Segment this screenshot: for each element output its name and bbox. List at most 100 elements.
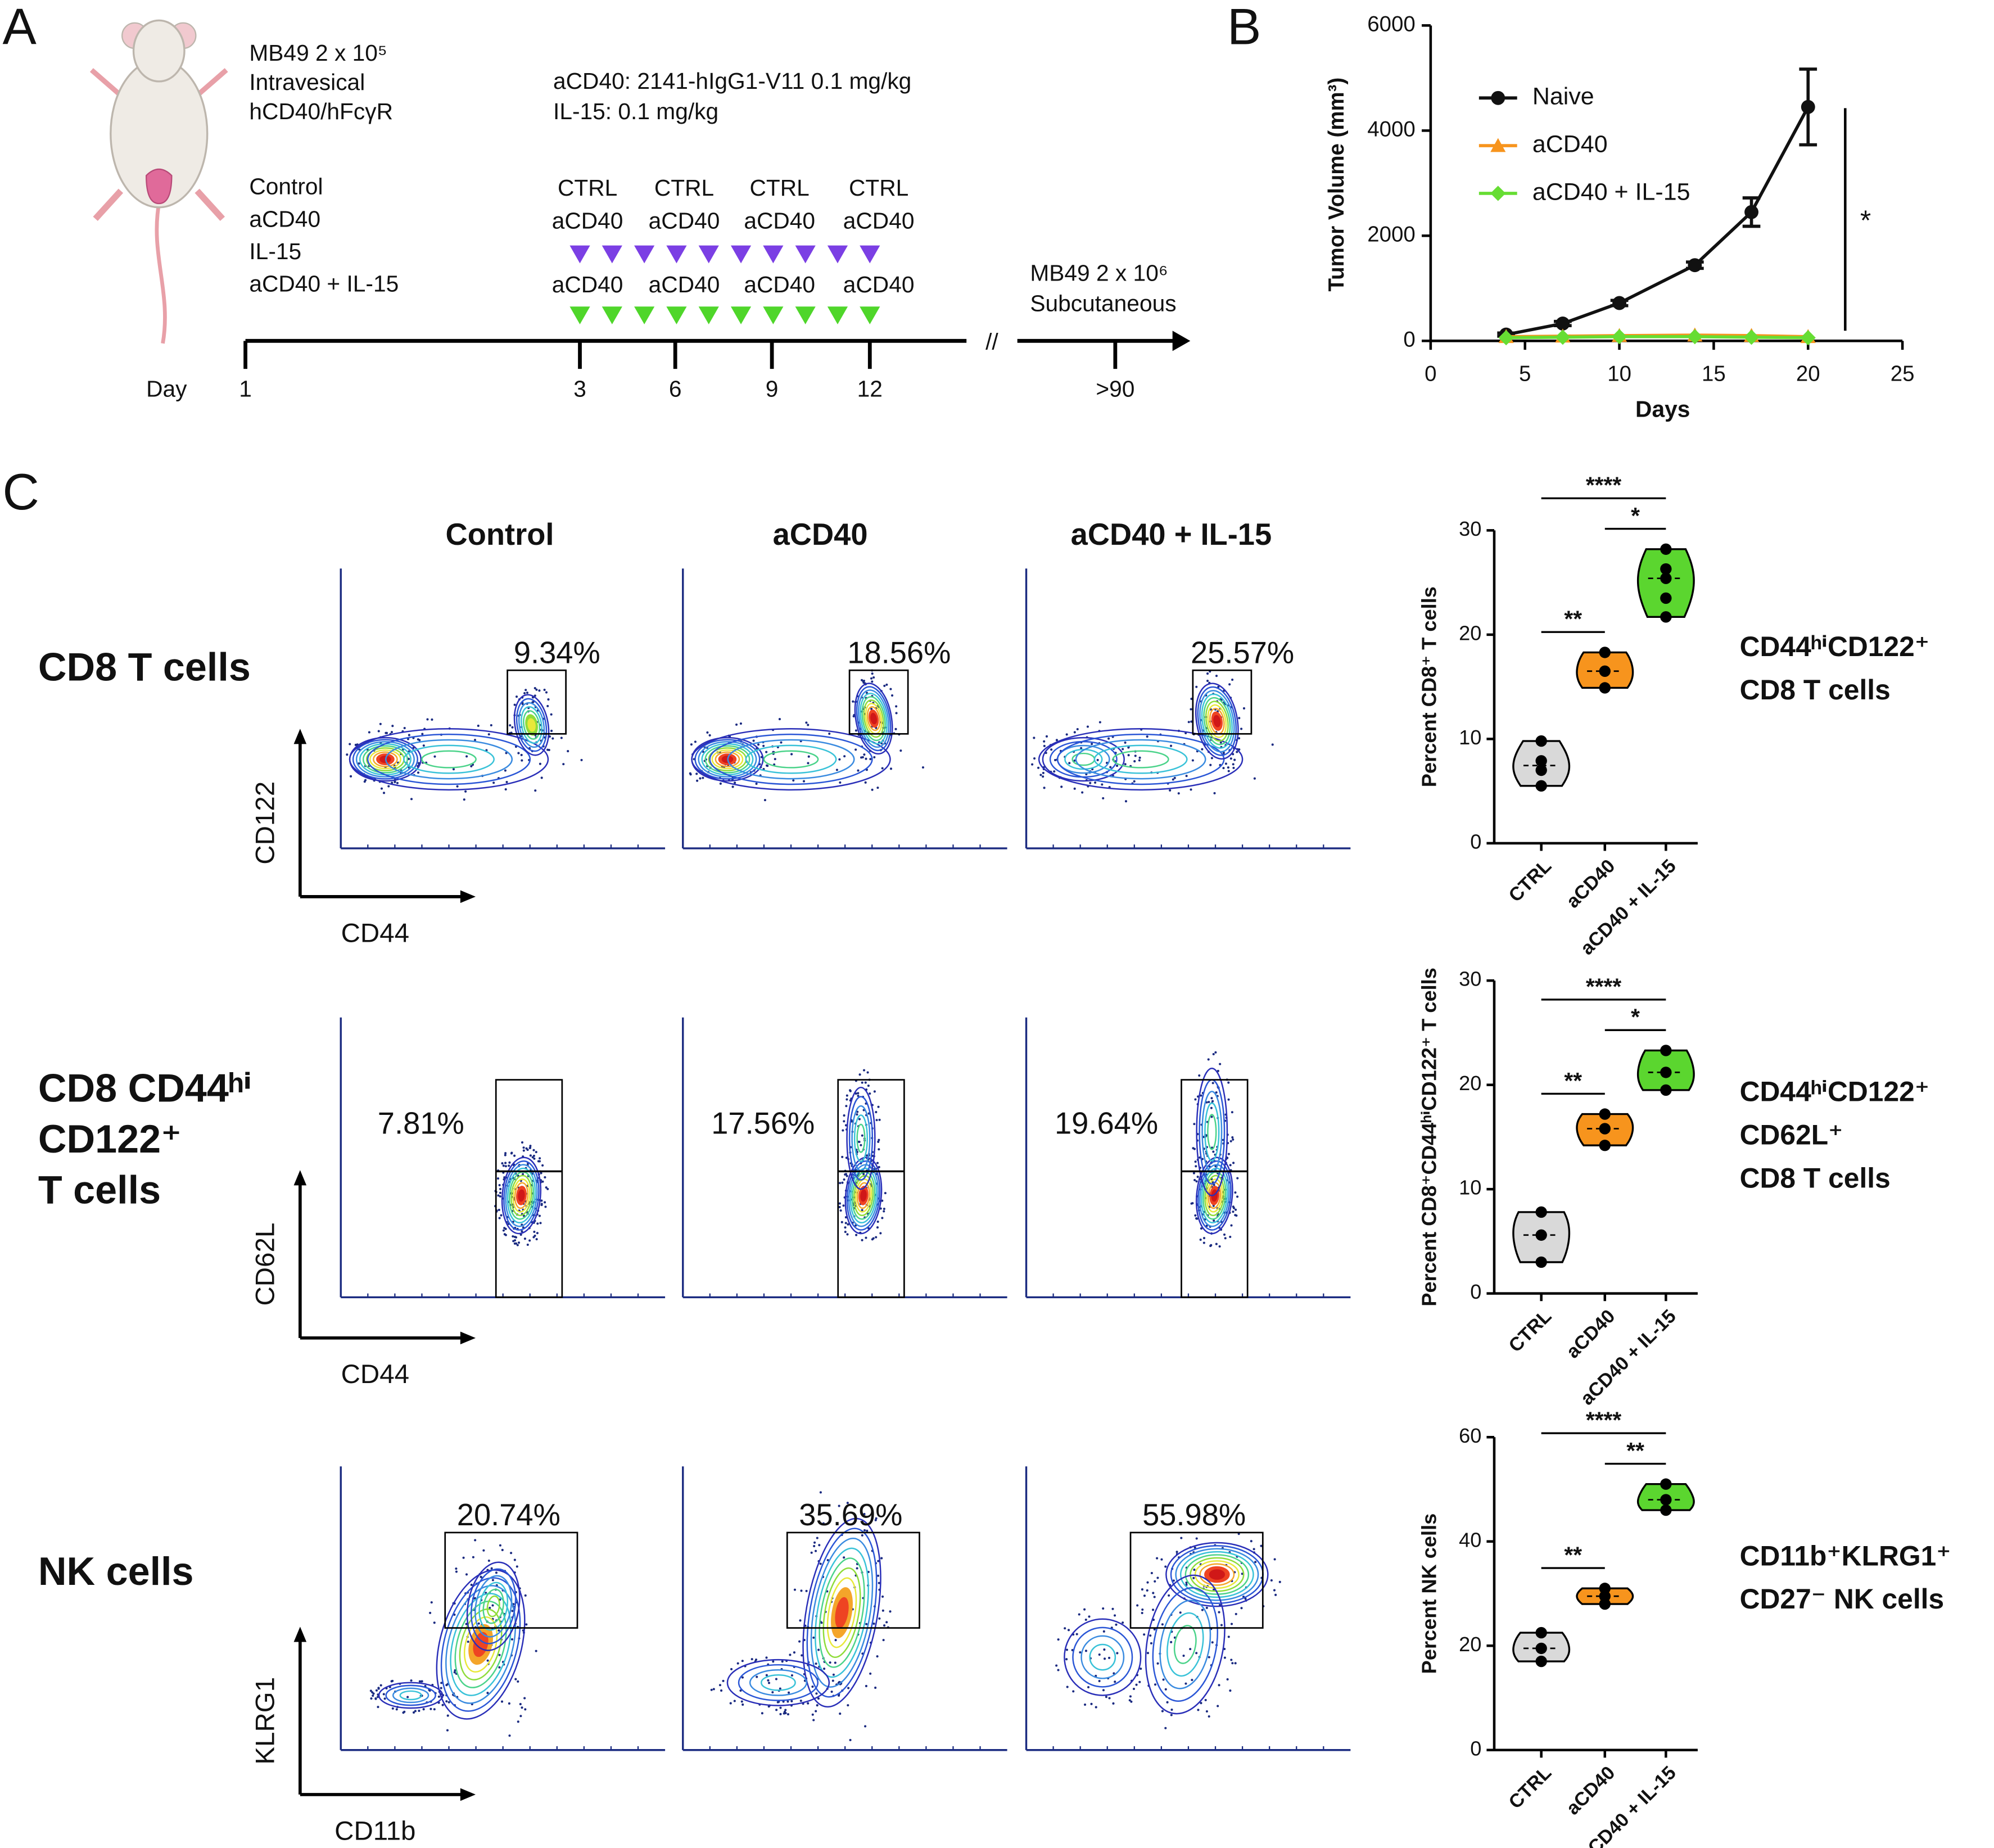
y-tick-label: 10 (1459, 726, 1481, 749)
comparison-label: * (1631, 1004, 1640, 1030)
event-dot (718, 1684, 721, 1687)
event-dot (1191, 1679, 1193, 1682)
data-point (1555, 329, 1571, 345)
event-dot (1073, 759, 1076, 762)
event-dot (1260, 1544, 1263, 1547)
event-dot (735, 723, 738, 726)
event-dot (539, 762, 541, 765)
event-dot (1078, 1613, 1080, 1616)
event-dot (501, 1162, 504, 1165)
event-dot (1219, 741, 1222, 744)
event-dot (830, 1690, 833, 1693)
event-dot (349, 743, 351, 745)
event-dot (533, 1157, 536, 1160)
gate-percent: 19.64% (1055, 1106, 1158, 1140)
event-dot (1084, 1703, 1087, 1706)
mouse-bladder (146, 168, 173, 205)
y-tick-label: 10 (1459, 1176, 1481, 1199)
event-dot (1055, 739, 1058, 742)
event-dot (543, 688, 546, 692)
event-dot (1210, 1097, 1213, 1100)
event-dot (1153, 1628, 1156, 1631)
event-dot (1190, 720, 1193, 723)
data-point (1599, 1140, 1611, 1151)
event-dot (863, 1513, 866, 1516)
arrow-head (460, 1788, 476, 1801)
event-dot (857, 1092, 860, 1095)
event-dot (1086, 725, 1089, 728)
event-dot (844, 1173, 848, 1176)
event-dot (865, 1623, 868, 1625)
event-dot (876, 1655, 879, 1658)
data-point (1660, 543, 1672, 555)
contour (1049, 740, 1118, 778)
event-dot (1271, 743, 1274, 746)
event-dot (453, 1671, 456, 1674)
event-dot (375, 1689, 378, 1692)
data-point (1660, 1084, 1672, 1096)
event-dot (1202, 1241, 1205, 1244)
data-point (1535, 1626, 1547, 1639)
contour (471, 1568, 517, 1644)
event-dot (547, 698, 550, 701)
event-dot (430, 1601, 433, 1604)
contour (1195, 1156, 1233, 1235)
event-dot (722, 1679, 725, 1682)
event-dot (813, 1541, 816, 1544)
event-dot (1193, 1178, 1196, 1182)
event-dot (510, 1638, 514, 1641)
contour (1166, 1612, 1204, 1677)
event-dot (456, 785, 459, 788)
event-dot (775, 1678, 777, 1680)
event-dot (1214, 1051, 1217, 1054)
event-dot (878, 1138, 880, 1141)
comparison-label: **** (1586, 973, 1622, 999)
event-dot (535, 1238, 538, 1241)
data-point (1535, 1229, 1547, 1241)
event-dot (881, 767, 884, 770)
event-dot (861, 1239, 863, 1241)
contour (1089, 1643, 1116, 1671)
contour (1056, 733, 1225, 785)
event-dot (867, 1085, 870, 1087)
event-dot (508, 1702, 510, 1705)
event-dot (544, 1205, 547, 1208)
contour (711, 749, 744, 770)
event-dot (798, 1640, 801, 1643)
event-dot (1152, 1592, 1155, 1594)
event-dot (1150, 1642, 1152, 1644)
event-dot (532, 1149, 535, 1151)
contour (1206, 1178, 1223, 1213)
event-dot (496, 1177, 500, 1180)
event-dot (845, 1105, 848, 1108)
event-dot (856, 1567, 858, 1570)
event-dot (1135, 1683, 1138, 1686)
dose-marker (763, 306, 784, 324)
mouse-illustration (89, 19, 228, 344)
day-label: >90 (1096, 376, 1134, 401)
event-dot (1146, 1652, 1150, 1655)
row-label: T cells (38, 1168, 161, 1212)
contour (392, 1687, 429, 1704)
group-label: Control (249, 174, 323, 200)
day-label: 3 (573, 376, 586, 401)
event-dot (533, 1235, 536, 1237)
event-dot (523, 1237, 526, 1240)
event-dot (858, 1118, 861, 1120)
schedule-label: CTRL (750, 175, 810, 201)
event-dot (815, 1692, 818, 1695)
contour (440, 1577, 521, 1712)
event-dot (504, 788, 507, 791)
event-dot (1043, 740, 1046, 743)
event-dot (823, 1668, 826, 1670)
event-dot (560, 737, 563, 739)
event-dot (1235, 1208, 1237, 1211)
event-dot (874, 1519, 877, 1521)
event-dot (889, 1610, 892, 1613)
event-dot (883, 1624, 886, 1627)
event-dot (498, 1217, 501, 1219)
rechallenge-info: Subcutaneous (1030, 291, 1176, 317)
event-dot (1215, 1242, 1218, 1245)
event-dot (1122, 1621, 1124, 1624)
event-dot (855, 1233, 858, 1236)
